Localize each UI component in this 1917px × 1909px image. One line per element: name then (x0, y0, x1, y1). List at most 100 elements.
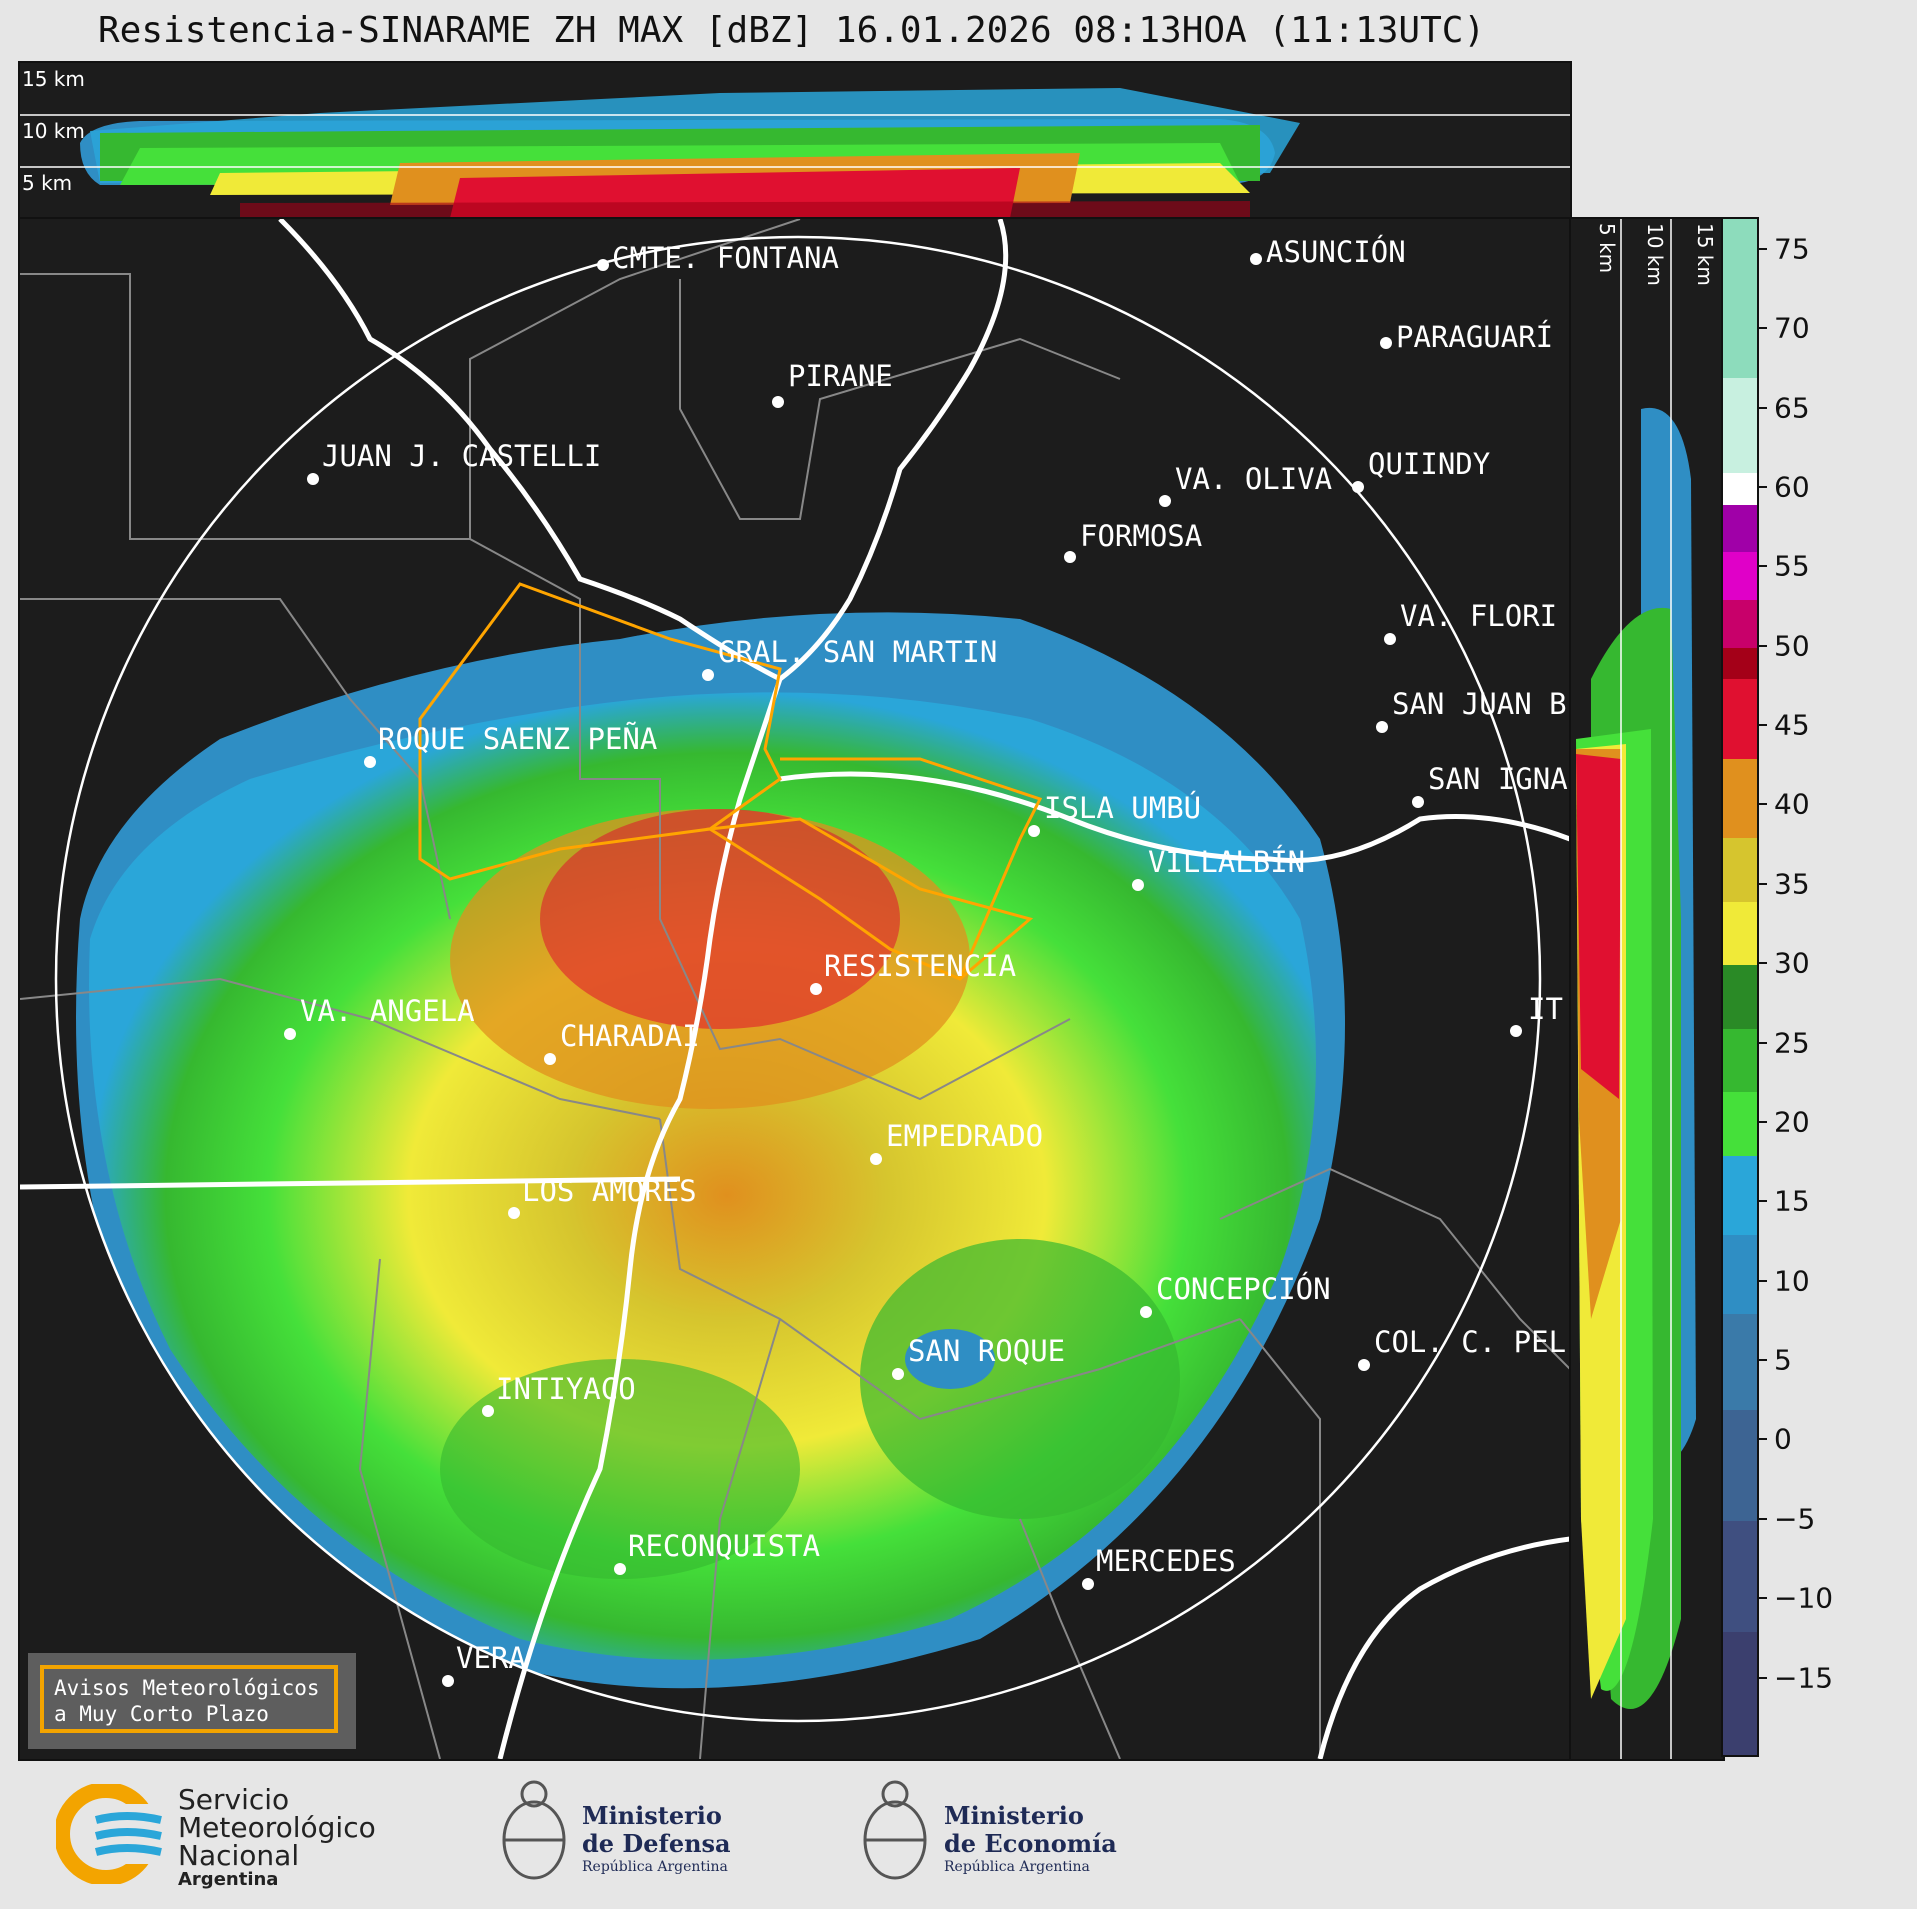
colorbar-tick-mark (1759, 962, 1767, 965)
warning-legend-line2: a Muy Corto Plazo (54, 1702, 269, 1726)
city-label: GRAL. SAN MARTIN (718, 635, 998, 669)
city-label: ROQUE SAENZ PEÑA (378, 722, 658, 756)
colorbar-tick-mark (1759, 565, 1767, 568)
colorbar-segment (1723, 1028, 1757, 1093)
city-label: VA. FLORI (1400, 599, 1558, 633)
colorbar-tick-label: 20 (1774, 1105, 1810, 1139)
city-dot (1358, 1359, 1370, 1371)
defensa-line2: de Defensa (582, 1829, 731, 1858)
city-label: LOS AMORES (522, 1174, 697, 1208)
city-label: MERCEDES (1096, 1544, 1236, 1578)
colorbar-tick-mark (1759, 882, 1767, 885)
side-height-label-10: 10 km (1643, 223, 1667, 286)
city-label: ISLA UMBÚ (1044, 791, 1202, 825)
colorbar-tick-mark (1759, 327, 1767, 330)
colorbar-tick-label: 70 (1774, 311, 1810, 345)
city-dot (544, 1053, 556, 1065)
top-cross-section: 15 km 10 km 5 km (18, 61, 1572, 220)
city-label: CHARADAI (560, 1019, 700, 1053)
economia-line1: Ministerio (944, 1801, 1084, 1830)
colorbar-tick-label: 5 (1774, 1343, 1792, 1377)
top-cross-section-svg (20, 88, 1570, 218)
city-dot (482, 1405, 494, 1417)
chart-title: Resistencia-SINARAME ZH MAX [dBZ] 16.01.… (98, 10, 1486, 51)
city-dot (1140, 1306, 1152, 1318)
economia-line3: República Argentina (944, 1859, 1090, 1875)
defensa-coat-of-arms-icon (502, 1780, 566, 1880)
top-height-label-10: 10 km (22, 119, 85, 143)
colorbar-tick-label: −5 (1774, 1502, 1816, 1536)
defensa-line1: Ministerio (582, 1801, 722, 1830)
city-label: SAN JUAN B (1392, 687, 1567, 721)
colorbar-tick-mark (1759, 1359, 1767, 1362)
city-dot (1064, 551, 1076, 563)
colorbar-segment (1723, 504, 1757, 553)
colorbar-segment (1723, 219, 1757, 378)
city-dot (1132, 879, 1144, 891)
city-label: CMTE. FONTANA (612, 241, 839, 275)
smn-logo-icon (56, 1784, 166, 1884)
top-height-label-5: 5 km (22, 171, 73, 195)
city-label: VA. OLIVA (1175, 462, 1333, 496)
top-height-label-15: 15 km (22, 67, 85, 91)
side-cross-section-svg (1576, 219, 1696, 1759)
city-label: IT (1528, 992, 1563, 1026)
colorbar-tick-mark (1759, 803, 1767, 806)
colorbar-segment (1723, 679, 1757, 759)
colorbar-segment (1723, 1155, 1757, 1236)
warning-legend-line1: Avisos Meteorológicos (54, 1676, 320, 1700)
city-dot (1082, 1578, 1094, 1590)
city-label: EMPEDRADO (886, 1119, 1044, 1153)
colorbar-tick-mark (1759, 1279, 1767, 1282)
colorbar-tick-label: −15 (1774, 1661, 1834, 1695)
side-height-label-5: 5 km (1595, 223, 1619, 274)
colorbar-segment (1723, 1409, 1757, 1521)
city-dot (892, 1368, 904, 1380)
city-label: ASUNCIÓN (1266, 235, 1406, 269)
city-dot (1412, 796, 1424, 808)
colorbar-segment (1723, 377, 1757, 473)
city-dot (1510, 1025, 1522, 1037)
colorbar-segment (1723, 965, 1757, 1029)
side-cross-section: 5 km 10 km 15 km (1569, 217, 1725, 1761)
smn-line2: Meteorológico (178, 1811, 376, 1844)
colorbar-segment (1723, 838, 1757, 902)
smn-line4: Argentina (178, 1869, 279, 1890)
city-dot (597, 259, 609, 271)
colorbar-tick-label: 15 (1774, 1184, 1810, 1218)
colorbar-tick-mark (1759, 1041, 1767, 1044)
city-label: RESISTENCIA (824, 949, 1017, 983)
colorbar-tick-label: 40 (1774, 787, 1810, 821)
city-label: VILLALBÍN (1148, 845, 1306, 879)
colorbar-segment (1723, 1631, 1757, 1755)
city-dot (1028, 825, 1040, 837)
city-dot (870, 1153, 882, 1165)
smn-line1: Servicio (178, 1783, 290, 1816)
radar-map-svg (20, 219, 1570, 1759)
colorbar-segment (1723, 473, 1757, 505)
colorbar-tick-label: 65 (1774, 391, 1810, 424)
defensa-logo-text: Ministerio de Defensa República Argentin… (582, 1802, 731, 1876)
colorbar-tick-mark (1759, 1200, 1767, 1203)
city-dot (284, 1028, 296, 1040)
city-label: COL. C. PEL (1374, 1325, 1567, 1359)
city-label: VERA (456, 1641, 526, 1675)
city-dot (1384, 633, 1396, 645)
city-label: PARAGUARÍ (1396, 320, 1554, 354)
city-dot (614, 1563, 626, 1575)
city-label: PIRANE (788, 359, 893, 393)
city-label: RECONQUISTA (628, 1529, 821, 1563)
warning-legend-box: Avisos Meteorológicos a Muy Corto Plazo (28, 1653, 356, 1749)
colorbar-tick-label: 55 (1774, 549, 1810, 583)
colorbar-tick-label: 10 (1774, 1264, 1810, 1298)
city-label: SAN IGNA (1428, 762, 1568, 796)
city-dot (1380, 337, 1392, 349)
economia-logo-text: Ministerio de Economía República Argenti… (944, 1802, 1117, 1876)
colorbar-tick-label: 45 (1774, 708, 1810, 742)
city-dot (772, 396, 784, 408)
colorbar-tick-mark (1759, 247, 1767, 250)
colorbar-segment (1723, 1520, 1757, 1632)
city-dot (364, 756, 376, 768)
colorbar-segment (1723, 552, 1757, 601)
colorbar-segment (1723, 1314, 1757, 1410)
